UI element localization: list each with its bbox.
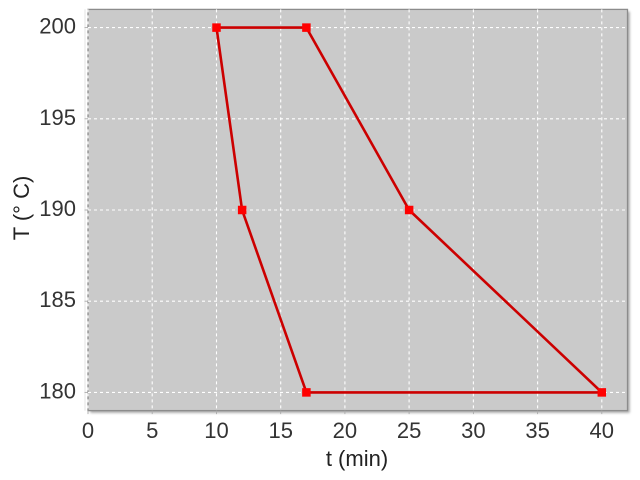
svg-text:195: 195 [39, 105, 76, 130]
svg-text:190: 190 [39, 196, 76, 221]
svg-text:200: 200 [39, 14, 76, 39]
svg-text:5: 5 [146, 418, 158, 443]
svg-text:185: 185 [39, 287, 76, 312]
svg-text:35: 35 [525, 418, 549, 443]
svg-text:20: 20 [333, 418, 357, 443]
svg-text:t (min): t (min) [326, 446, 388, 471]
svg-text:0: 0 [82, 418, 94, 443]
svg-text:30: 30 [461, 418, 485, 443]
svg-text:25: 25 [397, 418, 421, 443]
svg-text:180: 180 [39, 378, 76, 403]
svg-text:15: 15 [268, 418, 292, 443]
svg-text:10: 10 [204, 418, 228, 443]
svg-text:40: 40 [590, 418, 614, 443]
